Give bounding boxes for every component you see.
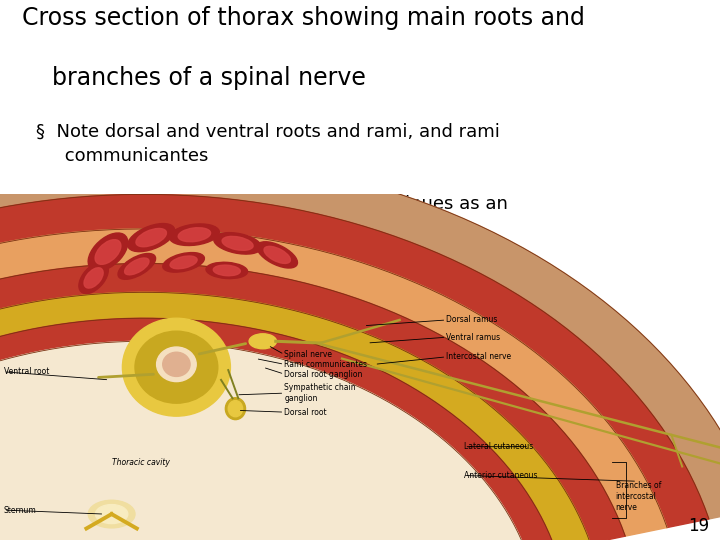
Ellipse shape <box>122 318 230 416</box>
Ellipse shape <box>79 262 108 294</box>
Ellipse shape <box>84 268 103 288</box>
Ellipse shape <box>214 233 261 254</box>
Text: Dorsal root: Dorsal root <box>284 408 327 417</box>
Text: Rami communicantes: Rami communicantes <box>284 360 367 369</box>
Ellipse shape <box>88 500 135 528</box>
Polygon shape <box>0 229 667 540</box>
Polygon shape <box>0 154 720 540</box>
Text: Thoracic cavity: Thoracic cavity <box>112 458 169 467</box>
Ellipse shape <box>95 504 128 524</box>
Text: Ventral ramus: Ventral ramus <box>446 333 500 342</box>
Text: branches of a spinal nerve: branches of a spinal nerve <box>22 66 366 90</box>
Ellipse shape <box>163 253 204 272</box>
Text: Spinal nerve: Spinal nerve <box>284 350 333 359</box>
Text: Sternum: Sternum <box>4 505 36 515</box>
Ellipse shape <box>225 398 246 420</box>
Ellipse shape <box>169 224 220 246</box>
Text: Cross section of thorax showing main roots and: Cross section of thorax showing main roo… <box>22 6 585 30</box>
Ellipse shape <box>163 352 190 376</box>
Ellipse shape <box>222 237 253 251</box>
Text: Dorsal root ganglion: Dorsal root ganglion <box>284 369 363 379</box>
Ellipse shape <box>136 228 166 247</box>
Text: 19: 19 <box>688 517 709 535</box>
Ellipse shape <box>118 253 156 279</box>
Polygon shape <box>0 341 528 540</box>
Polygon shape <box>0 292 590 540</box>
Ellipse shape <box>264 246 290 264</box>
Ellipse shape <box>257 242 297 268</box>
Text: Lateral cutaneous: Lateral cutaneous <box>464 442 534 451</box>
Ellipse shape <box>95 240 121 265</box>
Polygon shape <box>0 194 709 540</box>
Ellipse shape <box>179 228 210 242</box>
Text: Ventral root: Ventral root <box>4 367 49 376</box>
Text: Intercostal nerve: Intercostal nerve <box>446 352 511 361</box>
Ellipse shape <box>228 401 243 417</box>
Text: Sympathetic chain
ganglion: Sympathetic chain ganglion <box>284 383 356 403</box>
Ellipse shape <box>127 224 175 252</box>
Ellipse shape <box>213 265 240 276</box>
Text: §  In the thorax, each ventral ramus continues as an
     intercostal nerve: § In the thorax, each ventral ramus cont… <box>36 195 508 237</box>
Text: Dorsal ramus: Dorsal ramus <box>446 315 498 325</box>
Polygon shape <box>0 264 625 540</box>
Ellipse shape <box>170 256 197 269</box>
Ellipse shape <box>206 262 248 279</box>
Ellipse shape <box>125 258 149 275</box>
Ellipse shape <box>249 334 276 349</box>
Ellipse shape <box>135 331 218 403</box>
Text: Anterior cutaneous: Anterior cutaneous <box>464 471 538 480</box>
Text: Branches of
intercostal
nerve: Branches of intercostal nerve <box>616 481 661 512</box>
Ellipse shape <box>88 233 128 271</box>
Polygon shape <box>0 318 555 540</box>
Text: §  Note dorsal and ventral roots and rami, and rami
     communicantes: § Note dorsal and ventral roots and rami… <box>36 123 500 165</box>
Ellipse shape <box>157 347 197 382</box>
